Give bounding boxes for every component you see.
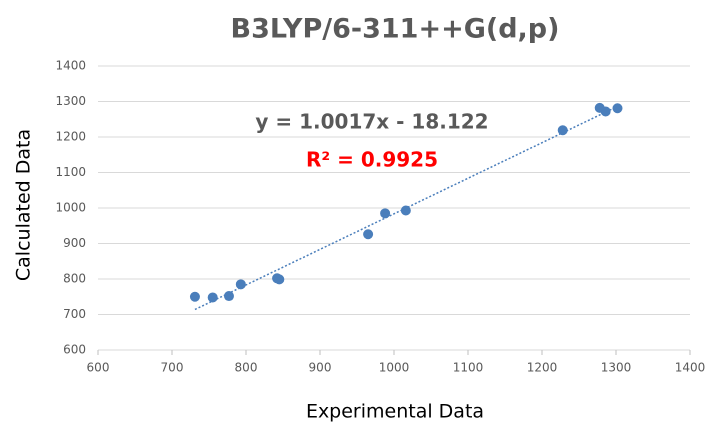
x-tick-label: 1100 [453, 361, 484, 375]
x-axis-label: Experimental Data [306, 401, 484, 423]
point [363, 229, 374, 240]
y-tick-label: 800 [63, 272, 86, 286]
point [235, 279, 246, 290]
point [189, 291, 200, 302]
chart-title: B3LYP/6-311++G(d,p) [231, 14, 560, 45]
x-tick-label: 600 [87, 361, 110, 375]
point [380, 208, 391, 219]
x-tick-label: 1400 [675, 361, 706, 375]
point [223, 291, 234, 302]
point [557, 125, 568, 136]
y-tick-label: 700 [63, 307, 86, 321]
point [400, 205, 411, 216]
x-tick-label: 700 [161, 361, 184, 375]
r-squared: R² = 0.9925 [306, 148, 438, 172]
y-axis-label: Calculated Data [13, 129, 35, 281]
y-tick-label: 1100 [55, 165, 86, 179]
y-tick-label: 1300 [55, 94, 86, 108]
y-tick-label: 1000 [55, 201, 86, 215]
y-tick-label: 1200 [55, 130, 86, 144]
point [274, 274, 285, 285]
x-tick-label: 900 [309, 361, 332, 375]
x-tick-label: 800 [235, 361, 258, 375]
point [612, 103, 623, 114]
y-tick-label: 900 [63, 236, 86, 250]
x-tick-label: 1000 [379, 361, 410, 375]
y-tick-label: 600 [63, 343, 86, 357]
point [207, 292, 218, 303]
trendline-equation: y = 1.0017x - 18.122 [255, 110, 488, 134]
point [600, 106, 611, 117]
x-tick-label: 1200 [527, 361, 558, 375]
x-tick-label: 1300 [601, 361, 632, 375]
y-tick-label: 1400 [55, 59, 86, 73]
